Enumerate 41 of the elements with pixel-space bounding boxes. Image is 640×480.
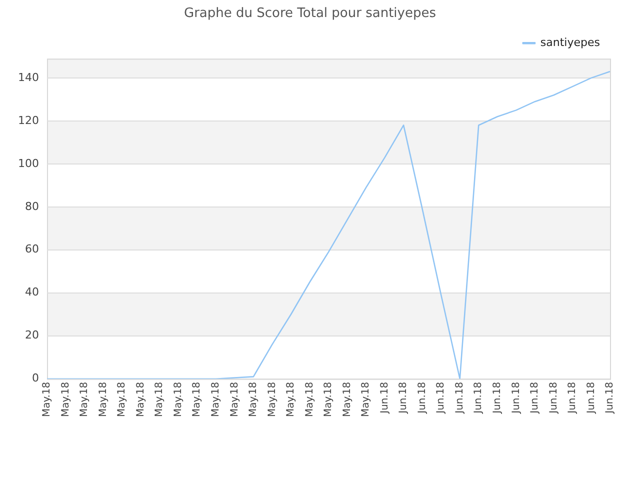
x-tick-label: May.18 [135, 382, 146, 418]
x-tick-label: Jun.18 [604, 382, 616, 414]
x-tick-label: Jun.18 [530, 382, 541, 414]
x-tick-label: Jun.18 [492, 382, 503, 414]
x-tick-label: May.18 [229, 382, 240, 418]
x-tick-label: May.18 [98, 382, 109, 418]
x-tick-label: May.18 [360, 382, 372, 418]
chart-title: Graphe du Score Total pour santiyepes [184, 6, 436, 22]
x-tick-label: Jun.18 [567, 382, 578, 414]
y-tick-label: 80 [24, 200, 39, 213]
x-tick-label: May.18 [266, 382, 278, 418]
x-tick-label: Jun.18 [436, 382, 447, 414]
x-tick-label: May.18 [286, 382, 297, 418]
y-tick-label: 0 [32, 372, 39, 385]
x-tick-label: Jun.18 [510, 382, 522, 414]
legend-label: santiyepes [540, 36, 600, 49]
x-tick-label: May.18 [210, 382, 222, 418]
x-tick-label: May.18 [323, 382, 334, 418]
x-tick-label: May.18 [304, 382, 316, 418]
x-tick-label: May.18 [79, 382, 90, 418]
x-tick-label: May.18 [154, 382, 166, 418]
x-tick-label: Jun.18 [586, 382, 597, 414]
y-tick-label: 40 [24, 286, 39, 299]
x-tick-label: May.18 [172, 382, 184, 418]
x-tick-label: Jun.18 [473, 382, 484, 414]
y-tick-label: 140 [18, 70, 39, 84]
y-tick-label: 20 [24, 328, 39, 342]
x-tick-label: Jun.18 [416, 382, 428, 414]
x-tick-label: Jun.18 [379, 382, 390, 414]
y-tick-label: 120 [18, 114, 39, 127]
x-tick-label: Jun.18 [454, 382, 466, 414]
x-tick-label: May.18 [116, 382, 128, 418]
y-tick-label: 100 [18, 156, 39, 170]
x-tick-label: May.18 [60, 382, 72, 418]
x-tick-label: Jun.18 [398, 382, 410, 414]
x-tick-label: Jun.18 [548, 382, 560, 414]
y-tick-label: 60 [24, 242, 39, 256]
x-tick-label: May.18 [42, 382, 53, 418]
x-tick-label: May.18 [342, 382, 353, 418]
x-tick-label: May.18 [192, 382, 203, 418]
x-tick-label: May.18 [248, 382, 260, 418]
